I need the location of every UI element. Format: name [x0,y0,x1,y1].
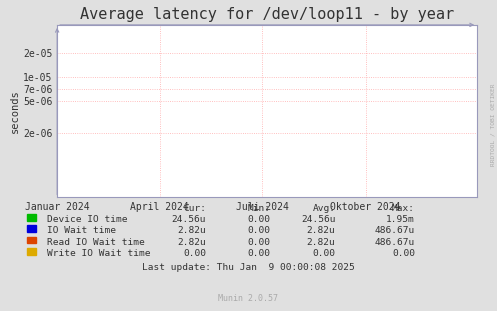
Text: RRDTOOL / TOBI OETIKER: RRDTOOL / TOBI OETIKER [491,83,496,166]
Text: Cur:: Cur: [183,204,206,213]
Text: Write IO Wait time: Write IO Wait time [47,249,151,258]
Title: Average latency for /dev/loop11 - by year: Average latency for /dev/loop11 - by yea… [80,7,454,22]
Text: 0.00: 0.00 [313,249,335,258]
Text: 0.00: 0.00 [183,249,206,258]
Text: 486.67u: 486.67u [375,238,415,247]
Text: Read IO Wait time: Read IO Wait time [47,238,145,247]
Text: 0.00: 0.00 [248,249,271,258]
Text: 2.82u: 2.82u [307,226,335,235]
Text: Min:: Min: [248,204,271,213]
Text: 2.82u: 2.82u [177,238,206,247]
Text: Avg:: Avg: [313,204,335,213]
Text: IO Wait time: IO Wait time [47,226,116,235]
Text: Last update: Thu Jan  9 00:00:08 2025: Last update: Thu Jan 9 00:00:08 2025 [142,263,355,272]
Text: 2.82u: 2.82u [177,226,206,235]
Text: 0.00: 0.00 [392,249,415,258]
Text: 1.95m: 1.95m [386,215,415,224]
Text: Munin 2.0.57: Munin 2.0.57 [219,294,278,303]
Text: 0.00: 0.00 [248,238,271,247]
Text: 486.67u: 486.67u [375,226,415,235]
Text: 0.00: 0.00 [248,215,271,224]
Text: 24.56u: 24.56u [172,215,206,224]
Text: Device IO time: Device IO time [47,215,128,224]
Text: 0.00: 0.00 [248,226,271,235]
Text: Max:: Max: [392,204,415,213]
Text: 24.56u: 24.56u [301,215,335,224]
Text: 2.82u: 2.82u [307,238,335,247]
Y-axis label: seconds: seconds [10,89,20,133]
